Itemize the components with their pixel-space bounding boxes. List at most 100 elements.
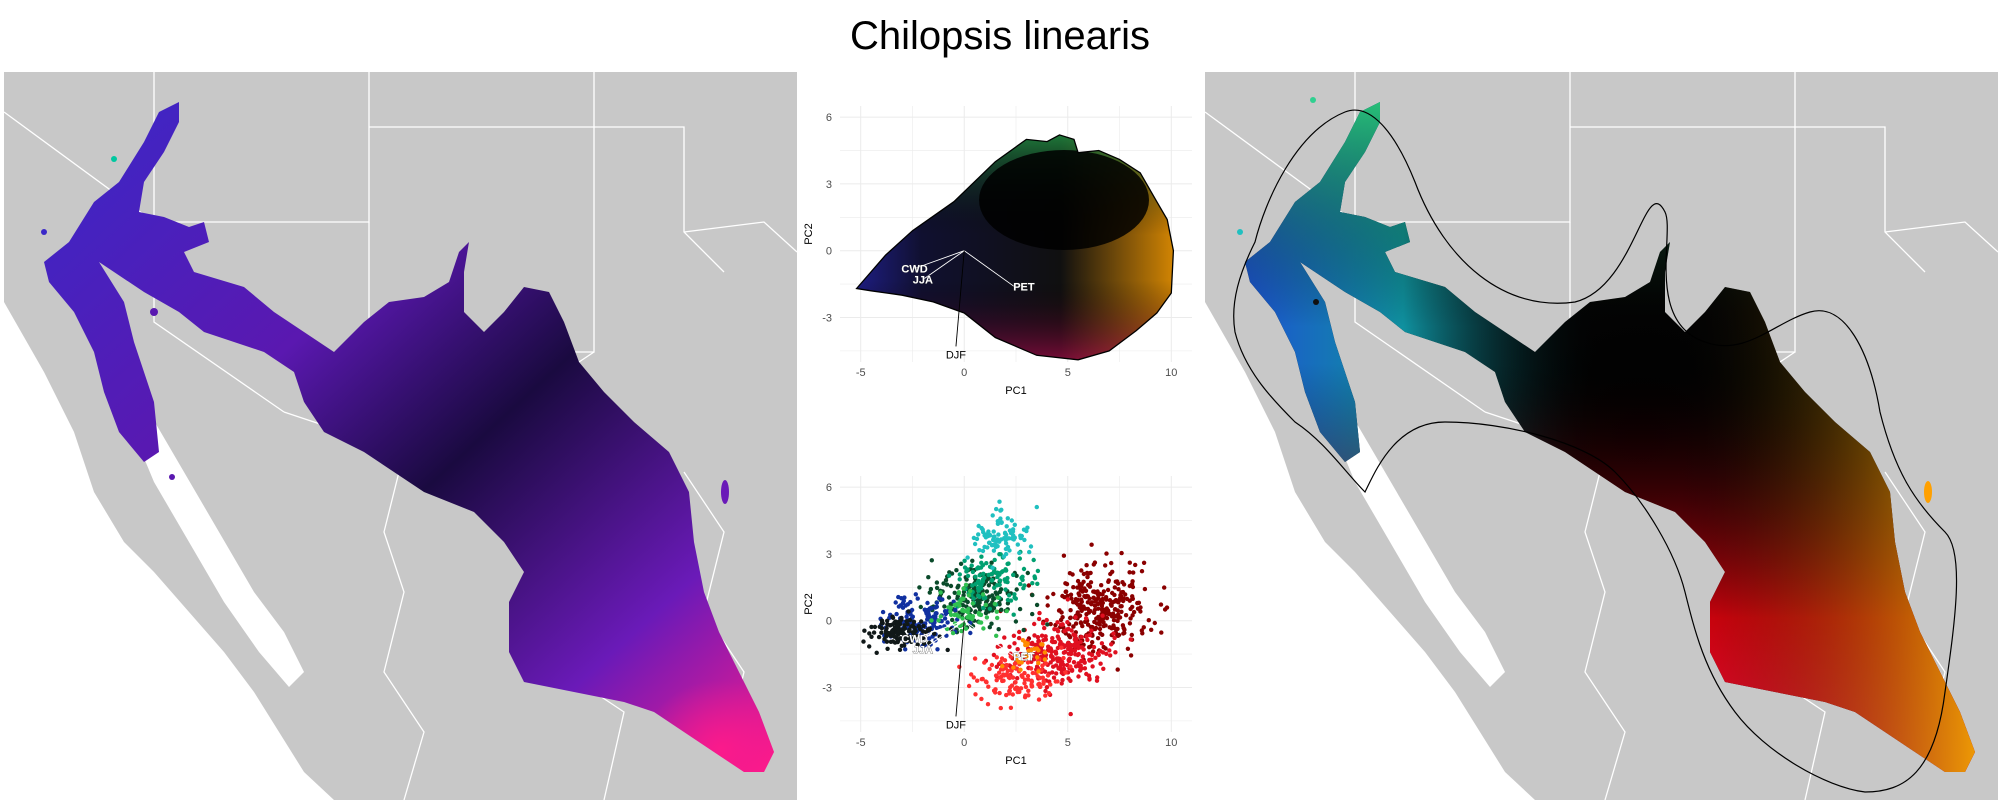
scatter-point xyxy=(1003,579,1008,584)
scatter-point xyxy=(945,647,950,653)
scatter-point xyxy=(958,561,964,566)
scatter-point xyxy=(869,634,874,639)
scatter-point xyxy=(1146,618,1151,623)
scatter-point xyxy=(1094,616,1099,621)
scatter-point xyxy=(1018,686,1024,691)
scatter-point xyxy=(1030,611,1035,617)
scatter-point xyxy=(1025,525,1030,530)
scatter-point xyxy=(1101,666,1106,671)
scatter-point xyxy=(1130,604,1135,610)
scatter-point xyxy=(931,623,937,628)
scatter-point xyxy=(970,601,975,606)
scatter-point xyxy=(1091,595,1096,600)
scatter-point xyxy=(1082,606,1088,611)
scatter-point xyxy=(973,609,978,614)
scatter-point xyxy=(916,624,921,629)
scatter-point xyxy=(887,623,893,628)
scatter-point xyxy=(1017,556,1022,561)
scatter-point xyxy=(971,596,976,601)
scatter-point xyxy=(997,690,1002,696)
scatter-point xyxy=(987,666,992,672)
scatter-point xyxy=(952,602,957,608)
scatter-point xyxy=(1115,667,1120,672)
scatter-point xyxy=(998,508,1003,513)
scatter-point xyxy=(1079,634,1084,640)
scatter-point xyxy=(1021,586,1026,591)
scatter-point xyxy=(1040,621,1046,626)
scatter-point xyxy=(1035,655,1040,660)
scatter-point xyxy=(978,612,984,618)
scatter-point xyxy=(1048,682,1053,687)
scatter-point xyxy=(1053,679,1058,684)
scatter-point xyxy=(910,623,915,628)
scatter-point xyxy=(955,585,960,590)
scatter-point xyxy=(1098,631,1103,636)
scatter-point xyxy=(911,631,916,636)
scatter-point xyxy=(1004,692,1009,698)
scatter-point xyxy=(1001,554,1007,559)
scatter-point xyxy=(1009,518,1014,523)
scatter-point xyxy=(1029,659,1034,664)
scatter-point xyxy=(1011,537,1016,542)
scatter-point xyxy=(954,612,960,618)
scatter-point xyxy=(1069,596,1074,601)
scatter-point xyxy=(1032,621,1037,627)
scatter-point xyxy=(929,606,934,611)
scatter-point xyxy=(1092,599,1098,604)
scatter-point xyxy=(1031,557,1036,563)
scatter-point xyxy=(1061,650,1067,655)
scatter-point xyxy=(895,632,901,637)
scatter-point xyxy=(1068,651,1074,657)
scatter-point xyxy=(909,607,915,613)
scatter-point xyxy=(1111,618,1117,623)
scatter-point xyxy=(1034,602,1040,608)
y-tick-label: 3 xyxy=(826,549,832,561)
scatter-point xyxy=(983,602,989,608)
x-tick-labels: -5 0 5 10 xyxy=(856,367,1178,379)
scatter-point xyxy=(1127,570,1132,575)
scatter-point xyxy=(1073,621,1079,626)
scatter-point xyxy=(944,582,950,587)
scatter-point xyxy=(982,660,987,665)
y-tick-label: 6 xyxy=(826,112,832,124)
scatter-point xyxy=(1072,642,1077,647)
scatter-point xyxy=(919,619,924,624)
scatter-point xyxy=(1063,589,1068,594)
x-tick-label: 0 xyxy=(961,367,967,379)
scatter-point xyxy=(1005,544,1011,550)
scatter-point xyxy=(980,548,986,554)
scatter-point xyxy=(993,673,999,678)
scatter-point xyxy=(1028,666,1034,671)
scatter-point xyxy=(1101,623,1106,629)
scatter-point xyxy=(899,615,904,621)
scatter-point xyxy=(1129,581,1135,587)
scatter-point xyxy=(902,643,907,648)
scatter-point xyxy=(1090,640,1095,645)
scatter-point xyxy=(1093,655,1098,660)
scatter-point xyxy=(869,624,874,630)
scatter-point xyxy=(989,543,995,548)
scatter-point xyxy=(981,529,986,535)
scatter-point xyxy=(915,596,920,601)
scatter-point xyxy=(1108,653,1113,658)
scatter-point xyxy=(1082,666,1088,671)
scatter-point xyxy=(998,587,1004,592)
scatter-point xyxy=(911,619,917,624)
scatter-point xyxy=(952,590,957,595)
scatter-point xyxy=(905,638,910,644)
scatter-point xyxy=(1068,711,1073,717)
scatter-point xyxy=(1073,615,1078,620)
scatter-point xyxy=(992,601,997,607)
scatter-point xyxy=(1045,603,1050,608)
scatter-point xyxy=(996,532,1001,537)
scatter-point xyxy=(1012,661,1018,666)
scatter-point xyxy=(1095,675,1100,680)
scatter-point xyxy=(934,585,940,591)
scatter-point xyxy=(1053,663,1059,668)
scatter-point xyxy=(1049,647,1054,653)
scatter-point xyxy=(903,647,908,652)
scatter-point xyxy=(938,614,943,619)
scatter-point xyxy=(1005,601,1011,606)
